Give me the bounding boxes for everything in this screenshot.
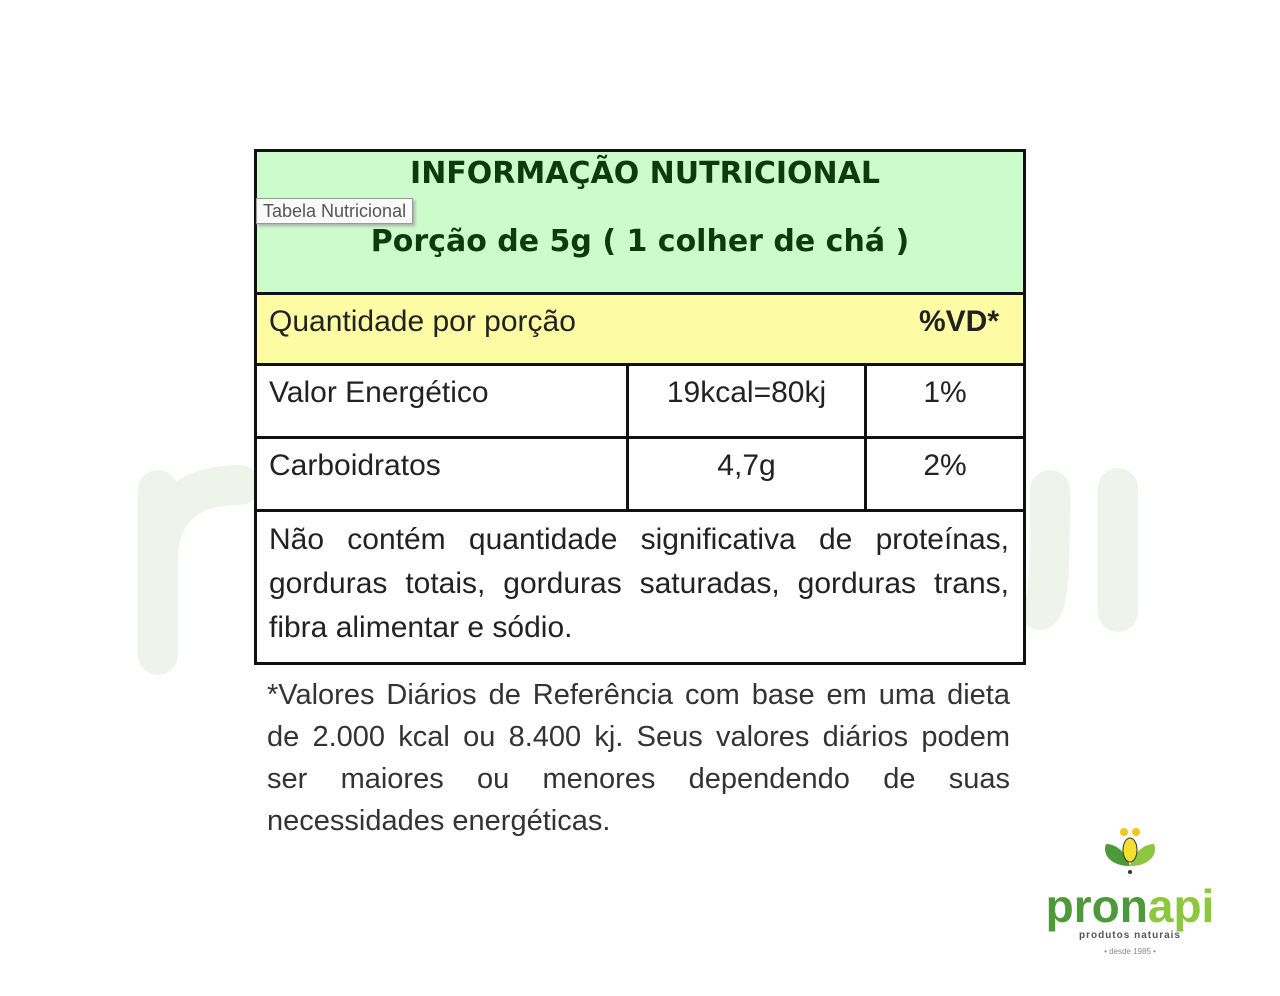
nutrient-vd: 2% bbox=[923, 449, 967, 482]
bee-flower-icon bbox=[1105, 828, 1155, 874]
nutrient-vd: 1% bbox=[923, 376, 967, 409]
logo-tagline: produtos naturais bbox=[1078, 930, 1181, 941]
nutrient-name: Carboidratos bbox=[257, 439, 629, 509]
logo-since: • desde 1985 • bbox=[1104, 947, 1156, 956]
vd-label: %VD* bbox=[918, 305, 999, 338]
subheader-row: Quantidade por porção %VD* bbox=[257, 295, 1023, 366]
table-row: Carboidratos 4,7g 2% bbox=[257, 439, 1023, 512]
logo-text-2: api bbox=[1147, 880, 1215, 932]
nutrient-name: Valor Energético bbox=[257, 366, 629, 436]
table-row: Valor Energético 19kcal=80kj 1% bbox=[257, 366, 1023, 439]
quantity-label: Quantidade por porção bbox=[269, 305, 576, 338]
table-note: Não contém quantidade significativa de p… bbox=[269, 523, 1009, 644]
nutrient-amount: 4,7g bbox=[629, 439, 867, 509]
brand-logo: pronapi produtos naturais • desde 1985 • bbox=[1030, 826, 1230, 957]
footnote: *Valores Diários de Referência com base … bbox=[267, 679, 1010, 837]
tooltip: Tabela Nutricional bbox=[256, 198, 414, 224]
nutrition-table: INFORMAÇÃO NUTRICIONAL Porção de 5g ( 1 … bbox=[254, 149, 1026, 665]
table-title: INFORMAÇÃO NUTRICIONAL bbox=[410, 156, 880, 191]
logo-text-1: pron bbox=[1045, 880, 1148, 932]
portion-size: Porção de 5g ( 1 colher de chá ) bbox=[370, 224, 910, 259]
nutrient-amount: 19kcal=80kj bbox=[629, 366, 867, 436]
